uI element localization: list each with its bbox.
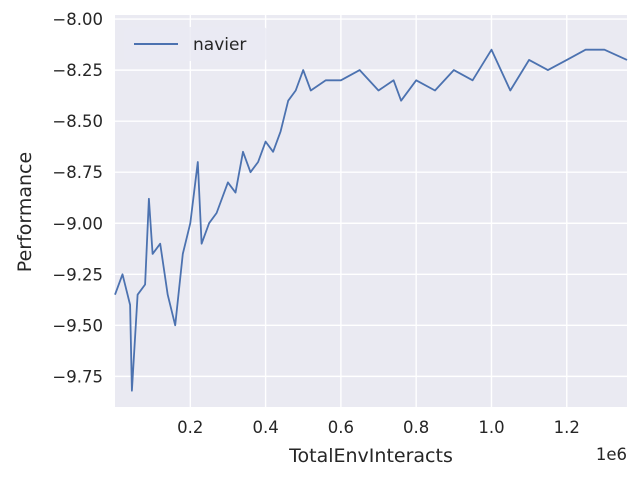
x-tick-label: 1.2 (554, 418, 580, 437)
y-tick-label: −9.00 (52, 214, 103, 233)
x-tick-label: 1.0 (478, 418, 504, 437)
x-offset-label: 1e6 (596, 445, 627, 464)
x-axis-label: TotalEnvInteracts (288, 445, 453, 467)
series-navier-line (114, 48, 628, 392)
y-axis-label: Performance (14, 152, 36, 272)
x-tick-label: 0.4 (252, 418, 278, 437)
y-tick-label: −8.25 (52, 61, 103, 80)
y-tick-label: −9.75 (52, 367, 103, 386)
y-tick-label: −8.50 (52, 112, 103, 131)
y-tick-label: −9.25 (52, 265, 103, 284)
x-tick-label: 0.8 (403, 418, 429, 437)
x-tick-label: 0.6 (328, 418, 354, 437)
legend-box (124, 27, 267, 61)
x-tick-label: 0.2 (177, 418, 203, 437)
y-tick-label: −9.50 (52, 316, 103, 335)
legend: navier (124, 27, 267, 61)
y-tick-label: −8.00 (52, 10, 103, 29)
tick-labels: 0.2 0.4 0.6 0.8 1.0 1.2 −8.00 −8.25 −8.50 −8.75 −9… (52, 10, 579, 437)
legend-label-navier: navier (193, 35, 246, 55)
y-tick-label: −8.75 (52, 163, 103, 182)
